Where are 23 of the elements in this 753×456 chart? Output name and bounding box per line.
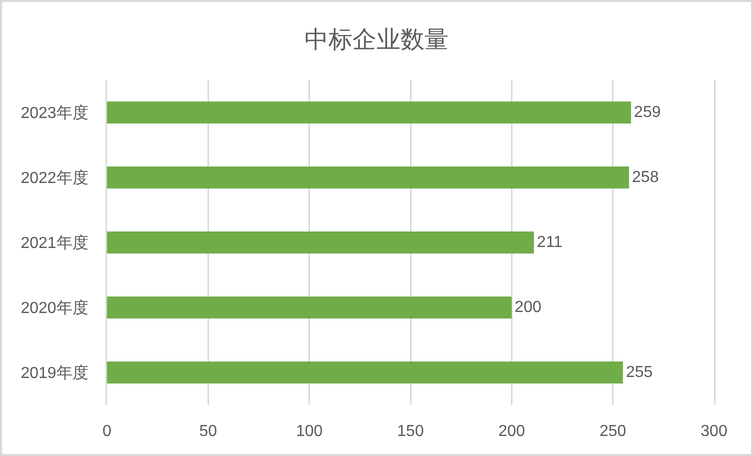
- x-tick-label: 50: [199, 423, 218, 440]
- y-tick-label: 2022年度: [20, 169, 88, 188]
- bar: [107, 361, 623, 384]
- y-tick-label: 2019年度: [20, 364, 88, 382]
- data-label: 255: [626, 364, 653, 381]
- data-label: 200: [514, 299, 542, 316]
- bar: [107, 101, 632, 124]
- data-label: 259: [634, 104, 661, 121]
- bar: [107, 166, 630, 189]
- data-label: 211: [536, 234, 563, 251]
- x-tick-label: 300: [700, 423, 728, 440]
- x-tick-label: 250: [599, 423, 626, 440]
- chart-title: 中标企业数量: [304, 26, 448, 54]
- y-tick-label: 2020年度: [20, 299, 88, 318]
- x-tick-label: 200: [498, 423, 526, 440]
- data-label: 258: [632, 169, 659, 186]
- bar: [107, 296, 512, 319]
- x-tick-label: 150: [397, 423, 424, 440]
- bar: [107, 231, 534, 254]
- x-tick-label: 0: [102, 423, 112, 440]
- y-tick-label: 2023年度: [20, 104, 88, 122]
- y-tick-label: 2021年度: [20, 234, 88, 252]
- x-tick-label: 100: [296, 423, 323, 440]
